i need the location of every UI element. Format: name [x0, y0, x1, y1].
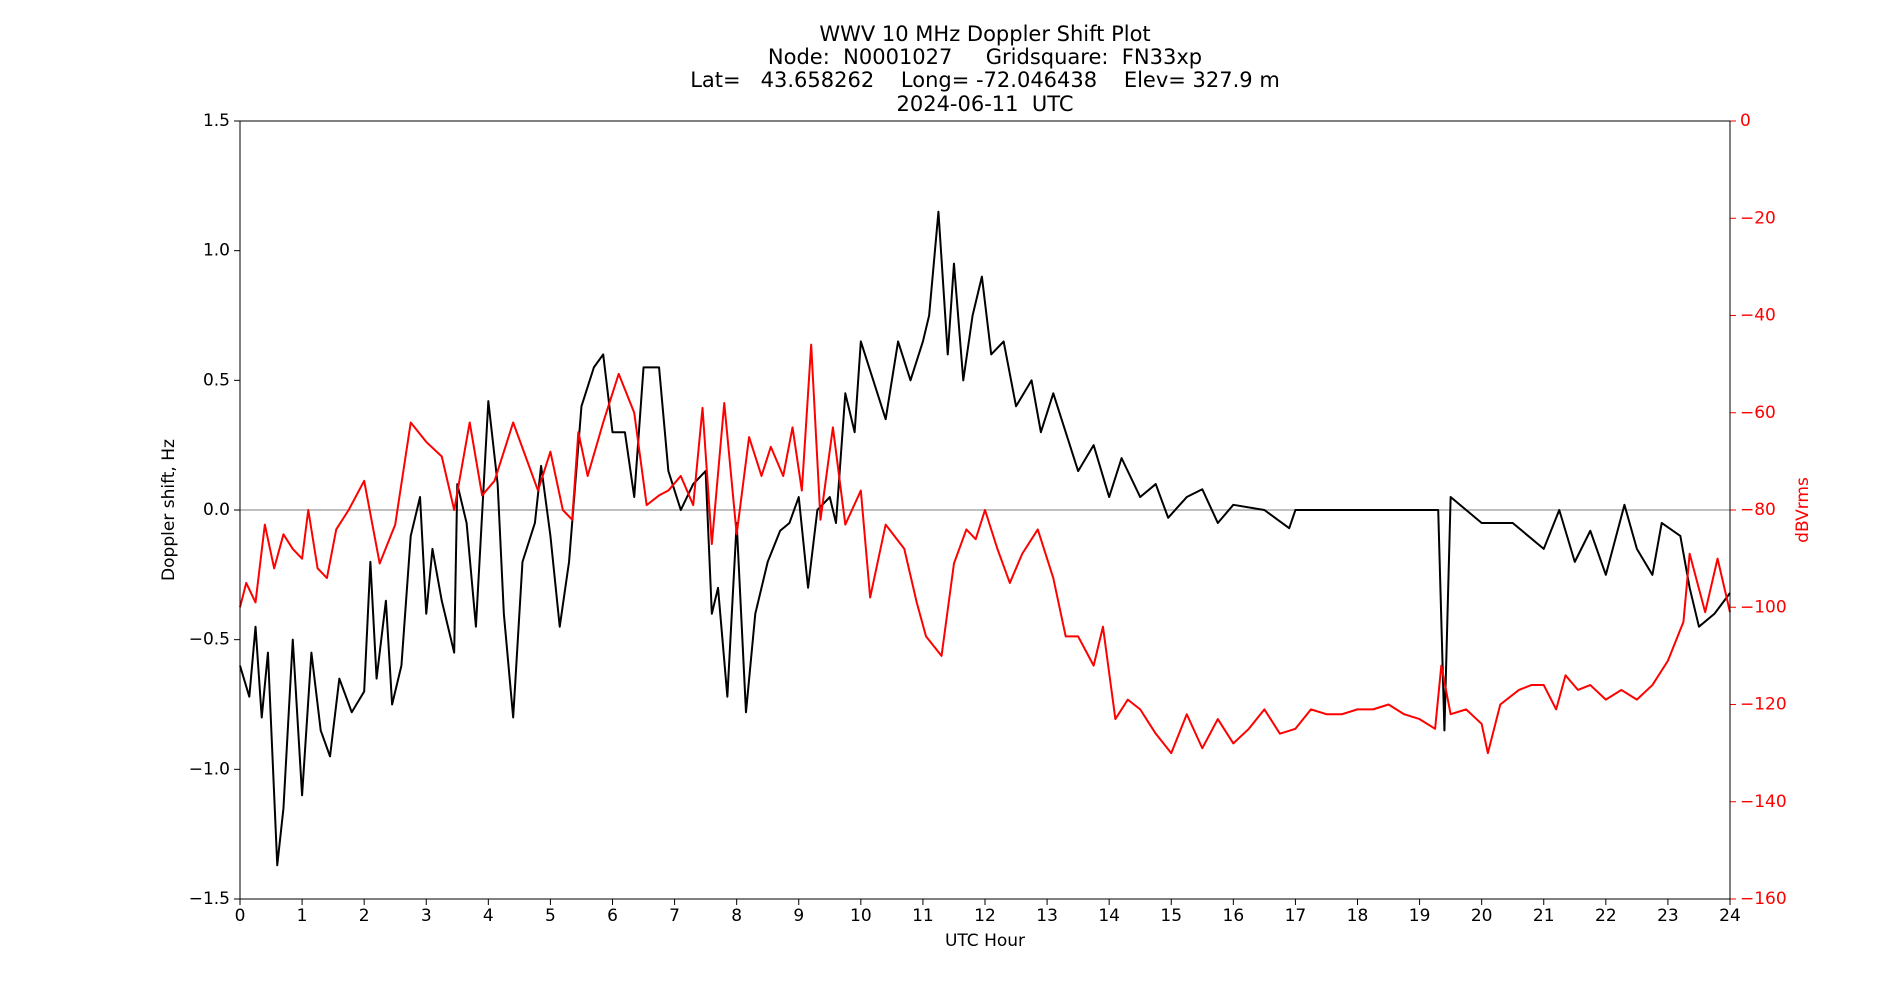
x-tick-label: 19	[1409, 906, 1431, 926]
y-tick-label: −1.5	[189, 889, 230, 909]
y2-tick-label: −140	[1740, 792, 1787, 812]
y2-axis-label: dBVrms	[1793, 477, 1813, 543]
x-tick-label: 0	[235, 906, 246, 926]
x-tick-label: 21	[1533, 906, 1555, 926]
x-tick-label: 12	[974, 906, 996, 926]
series-line	[239, 210, 1731, 867]
chart-subtitle: 2024-06-11 UTC	[896, 92, 1073, 116]
y2-tick-label: −40	[1740, 306, 1776, 326]
y2-tick-label: 0	[1740, 111, 1751, 131]
y-tick-label: −0.5	[189, 630, 230, 650]
chart-title: WWV 10 MHz Doppler Shift Plot	[819, 22, 1150, 46]
x-tick-label: 3	[421, 906, 432, 926]
x-tick-label: 17	[1285, 906, 1307, 926]
x-tick-label: 11	[912, 906, 934, 926]
x-tick-label: 23	[1657, 906, 1679, 926]
y2-tick-label: −160	[1740, 889, 1787, 909]
y-tick-label: −1.0	[189, 759, 230, 779]
y2-tick-label: −100	[1740, 597, 1787, 617]
x-tick-label: 7	[669, 906, 680, 926]
x-tick-label: 14	[1098, 906, 1120, 926]
y-tick-label: 1.5	[203, 111, 230, 131]
x-tick-label: 2	[359, 906, 370, 926]
chart-subtitle: Node: N0001027 Gridsquare: FN33xp	[768, 45, 1202, 69]
x-tick-label: 24	[1719, 906, 1741, 926]
x-tick-label: 4	[483, 906, 494, 926]
x-tick-label: 6	[607, 906, 618, 926]
x-axis-label: UTC Hour	[945, 931, 1025, 951]
x-tick-label: 10	[850, 906, 872, 926]
x-tick-label: 15	[1160, 906, 1182, 926]
x-tick-label: 13	[1036, 906, 1058, 926]
series-line	[239, 343, 1731, 755]
y-tick-label: 1.0	[203, 241, 230, 261]
y2-tick-label: −120	[1740, 695, 1787, 715]
y-tick-label: 0.5	[203, 370, 230, 390]
plot-frame	[239, 120, 1731, 900]
x-tick-label: 16	[1223, 906, 1245, 926]
y-tick-label: 0.0	[203, 500, 230, 520]
x-tick-label: 20	[1471, 906, 1493, 926]
x-tick-label: 5	[545, 906, 556, 926]
x-tick-label: 18	[1347, 906, 1369, 926]
y-axis-label: Doppler shift, Hz	[159, 439, 179, 581]
chart-subtitle: Lat= 43.658262 Long= -72.046438 Elev= 32…	[690, 68, 1280, 92]
x-tick-label: 1	[297, 906, 308, 926]
y2-tick-label: −60	[1740, 403, 1776, 423]
x-tick-label: 22	[1595, 906, 1617, 926]
x-tick-label: 9	[793, 906, 804, 926]
y2-tick-label: −80	[1740, 500, 1776, 520]
x-tick-label: 8	[731, 906, 742, 926]
y2-tick-label: −20	[1740, 208, 1776, 228]
